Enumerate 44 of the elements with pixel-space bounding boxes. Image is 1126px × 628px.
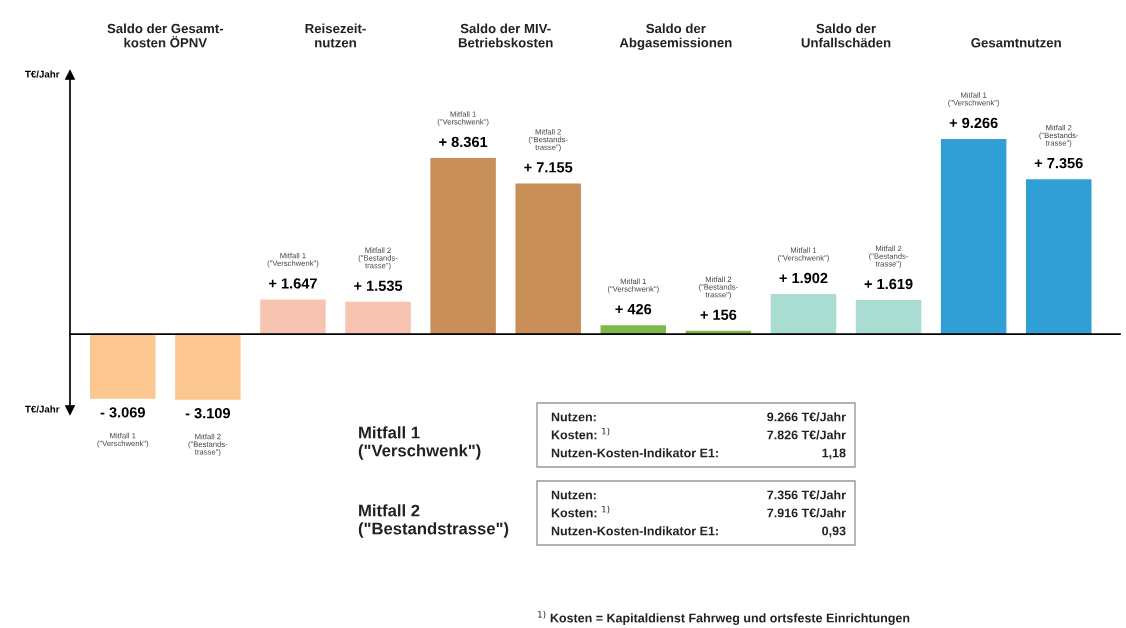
data-label: + 1.535 [354,280,403,291]
bar [855,300,922,335]
text: Nutzen-Kosten-Indikator E1: [551,448,718,458]
text: Nutzen-Kosten-Indikator E1: [551,526,718,536]
text: Saldo der Unfallschäden [801,23,891,48]
data-label: + 426 [615,303,652,315]
data-label: + 1.647 [269,278,317,289]
bar [940,138,1007,335]
text: 9.266 T€/Jahr [767,412,846,422]
text: Saldo der Gesamt- kosten ÖPNV [107,23,224,48]
text: $^{1)}$ Kosten = Kapitaldienst Fahrweg und ortsfeste Einrichtungen [538,610,910,625]
bar [1025,179,1092,335]
data-label: + 7.155 [524,162,573,173]
data-label: + 156 [700,309,737,320]
bar [515,183,581,335]
data-label: + 9.266 [949,117,998,129]
text: Mitfall 2 ("Bestandstrasse") [358,504,509,538]
text: Nutzen: [551,490,596,500]
data-label: + 8.361 [439,136,488,148]
text: 1,18 [822,448,846,460]
text: Saldo der Abgasemissionen [619,23,732,50]
text: Gesamtnutzen [971,38,1061,48]
data-label: - 3.069 [100,407,145,418]
y-axis-title: T€/Jahr [25,70,60,78]
data-label: + 1.619 [864,278,913,290]
text: Saldo der MIV- Betriebskosten [458,23,553,48]
text: Kosten: $^{1)}$ [551,505,610,518]
bar [175,334,241,400]
text: T€/Jahr [25,405,60,413]
bar [770,294,837,335]
data-label: + 1.902 [779,272,828,284]
text: 7.826 T€/Jahr [767,430,846,440]
text: Nutzen: [551,412,596,422]
text: 0,93 [822,526,846,538]
bar [90,334,156,399]
bar [345,301,411,335]
text: Kosten: $^{1)}$ [551,427,610,440]
text: Reisezeit- nutzen [305,23,366,48]
text: 7.356 T€/Jahr [767,490,846,500]
data-label: - 3.109 [185,408,231,419]
text: 7.916 T€/Jahr [767,508,846,518]
bar [430,157,496,335]
data-label: + 7.356 [1034,157,1083,169]
bar [260,299,326,335]
